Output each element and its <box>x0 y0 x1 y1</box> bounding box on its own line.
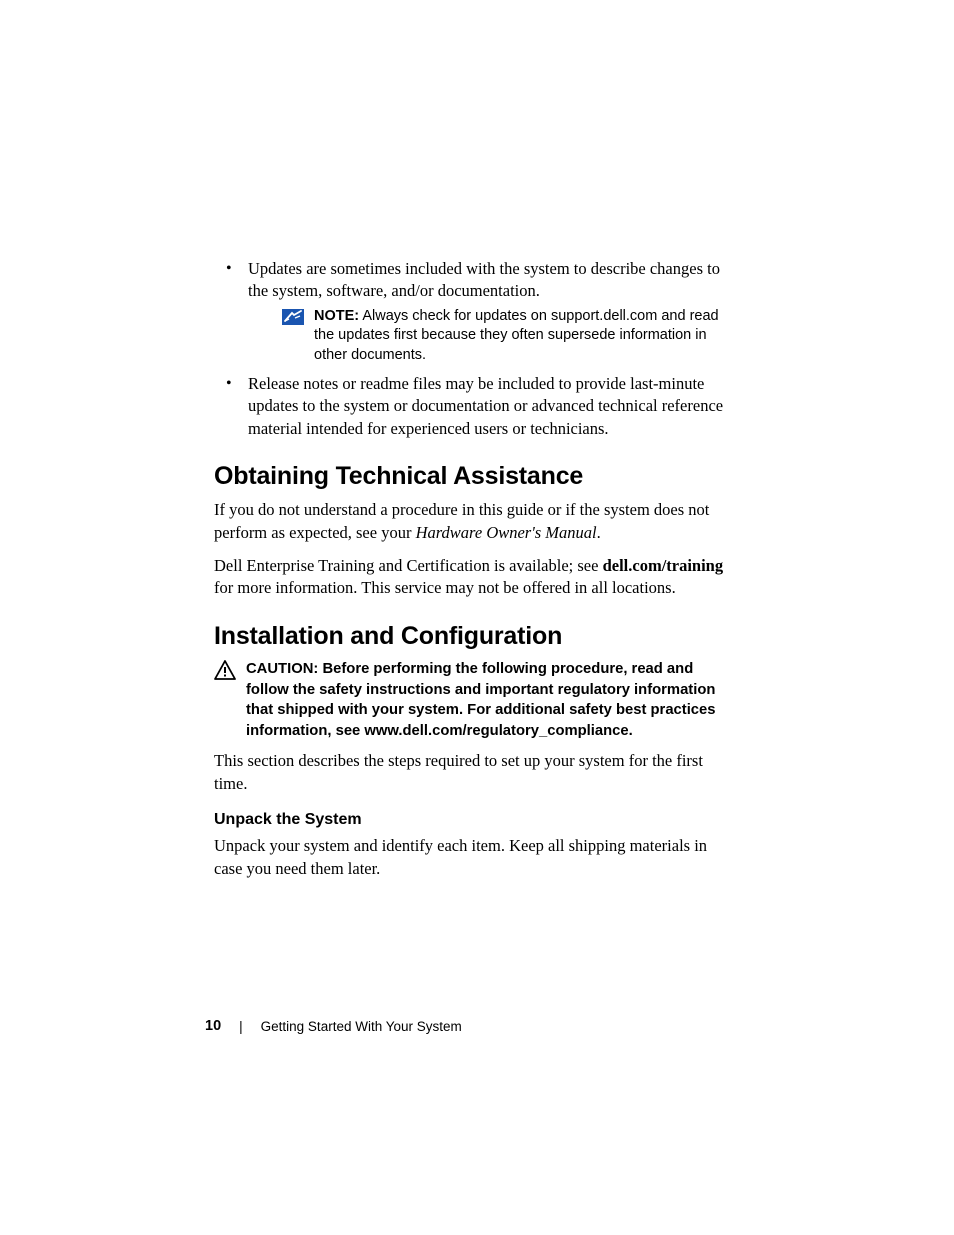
note-link: support.dell.com <box>551 308 657 324</box>
footer-separator: | <box>239 1019 243 1034</box>
bullet-list: Updates are sometimes included with the … <box>214 258 734 440</box>
bullet-text: Release notes or readme files may be inc… <box>248 374 723 438</box>
footer-label: Getting Started With Your System <box>261 1019 462 1034</box>
caution-icon <box>214 660 236 685</box>
list-item: Updates are sometimes included with the … <box>214 258 734 365</box>
text-bold-link: dell.com/training <box>603 556 724 575</box>
paragraph: If you do not understand a procedure in … <box>214 499 734 545</box>
note-label: NOTE: <box>314 308 359 324</box>
caution-label: CAUTION: <box>246 661 322 677</box>
text-segment: Dell Enterprise Training and Certificati… <box>214 556 603 575</box>
note-text: NOTE: Always check for updates on suppor… <box>314 307 734 366</box>
heading-obtaining-assistance: Obtaining Technical Assistance <box>214 462 734 491</box>
caution-callout: CAUTION: Before performing the following… <box>214 659 734 742</box>
paragraph: This section describes the steps require… <box>214 750 734 796</box>
note-icon <box>282 309 304 331</box>
text-segment: for more information. This service may n… <box>214 578 676 597</box>
page-footer: 10 | Getting Started With Your System <box>205 1018 462 1034</box>
note-callout: NOTE: Always check for updates on suppor… <box>282 307 734 366</box>
bullet-text: Updates are sometimes included with the … <box>248 259 720 300</box>
document-page: Updates are sometimes included with the … <box>0 0 954 1235</box>
list-item: Release notes or readme files may be inc… <box>214 373 734 440</box>
paragraph: Unpack your system and identify each ite… <box>214 835 734 881</box>
heading-installation: Installation and Configuration <box>214 622 734 651</box>
text-italic: Hardware Owner's Manual <box>416 523 597 542</box>
text-segment: . <box>597 523 601 542</box>
caution-text: CAUTION: Before performing the following… <box>246 659 734 742</box>
subheading-unpack: Unpack the System <box>214 811 734 829</box>
paragraph: Dell Enterprise Training and Certificati… <box>214 555 734 601</box>
content-area: Updates are sometimes included with the … <box>214 258 734 891</box>
page-number: 10 <box>205 1018 221 1034</box>
note-body-pre: Always check for updates on <box>359 308 551 324</box>
